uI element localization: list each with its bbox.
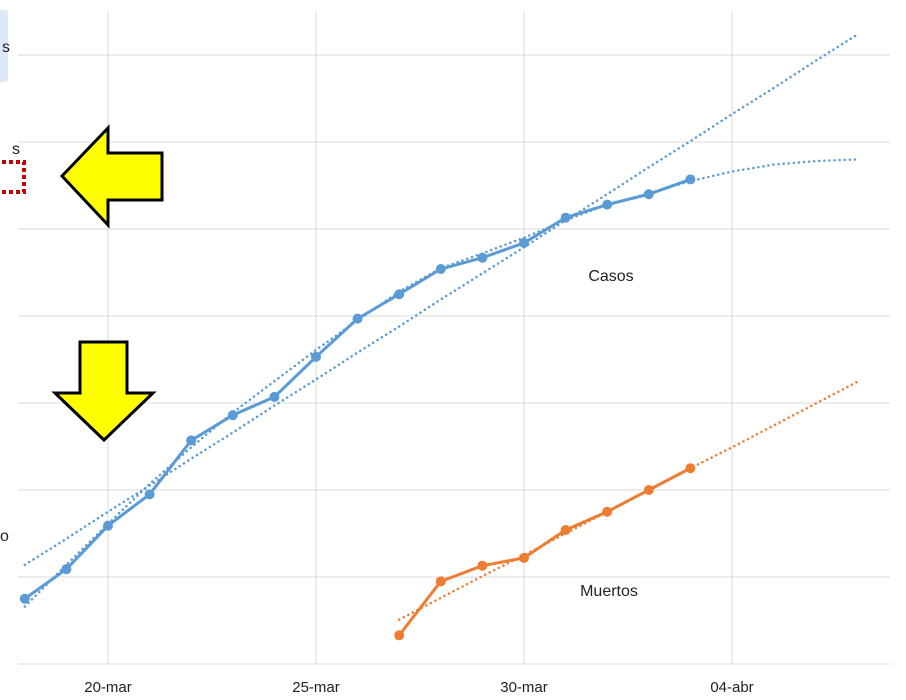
cropped-text: s (2, 39, 10, 56)
plot-area: 20-mar 25-mar 30-mar 04-abr (18, 11, 890, 696)
data-point (435, 576, 446, 587)
data-point (352, 313, 363, 324)
data-point (394, 630, 405, 641)
data-point (477, 252, 488, 263)
trend-line (397, 380, 859, 621)
data-point (19, 593, 30, 604)
data-point (144, 489, 155, 500)
data-point (186, 435, 197, 446)
data-point (103, 520, 113, 531)
data-point (311, 351, 321, 362)
series-annotation: Muertos (580, 583, 638, 600)
highlight-box (0, 160, 26, 194)
data-point (477, 560, 488, 571)
data-point (61, 564, 72, 575)
x-tick-label: 30-mar (500, 679, 548, 695)
data-point (394, 289, 405, 300)
data-point (519, 237, 529, 248)
x-tick-label: 04-abr (710, 679, 753, 695)
cropped-panel (0, 10, 8, 82)
x-tick-label: 25-mar (292, 679, 340, 695)
data-point (269, 391, 280, 402)
data-point (685, 463, 696, 474)
x-tick-label: 20-mar (84, 679, 132, 695)
series-annotation: Casos (588, 268, 633, 285)
cropped-text: s (12, 141, 20, 158)
trend-line (23, 158, 859, 608)
cropped-text: o (0, 528, 9, 545)
data-point (227, 410, 238, 421)
data-point (435, 264, 446, 275)
trend-line (23, 33, 859, 567)
data-point (519, 552, 529, 563)
arrow-left (59, 124, 164, 229)
arrow-down (51, 340, 157, 443)
data-point (602, 199, 613, 210)
data-point (560, 525, 571, 536)
